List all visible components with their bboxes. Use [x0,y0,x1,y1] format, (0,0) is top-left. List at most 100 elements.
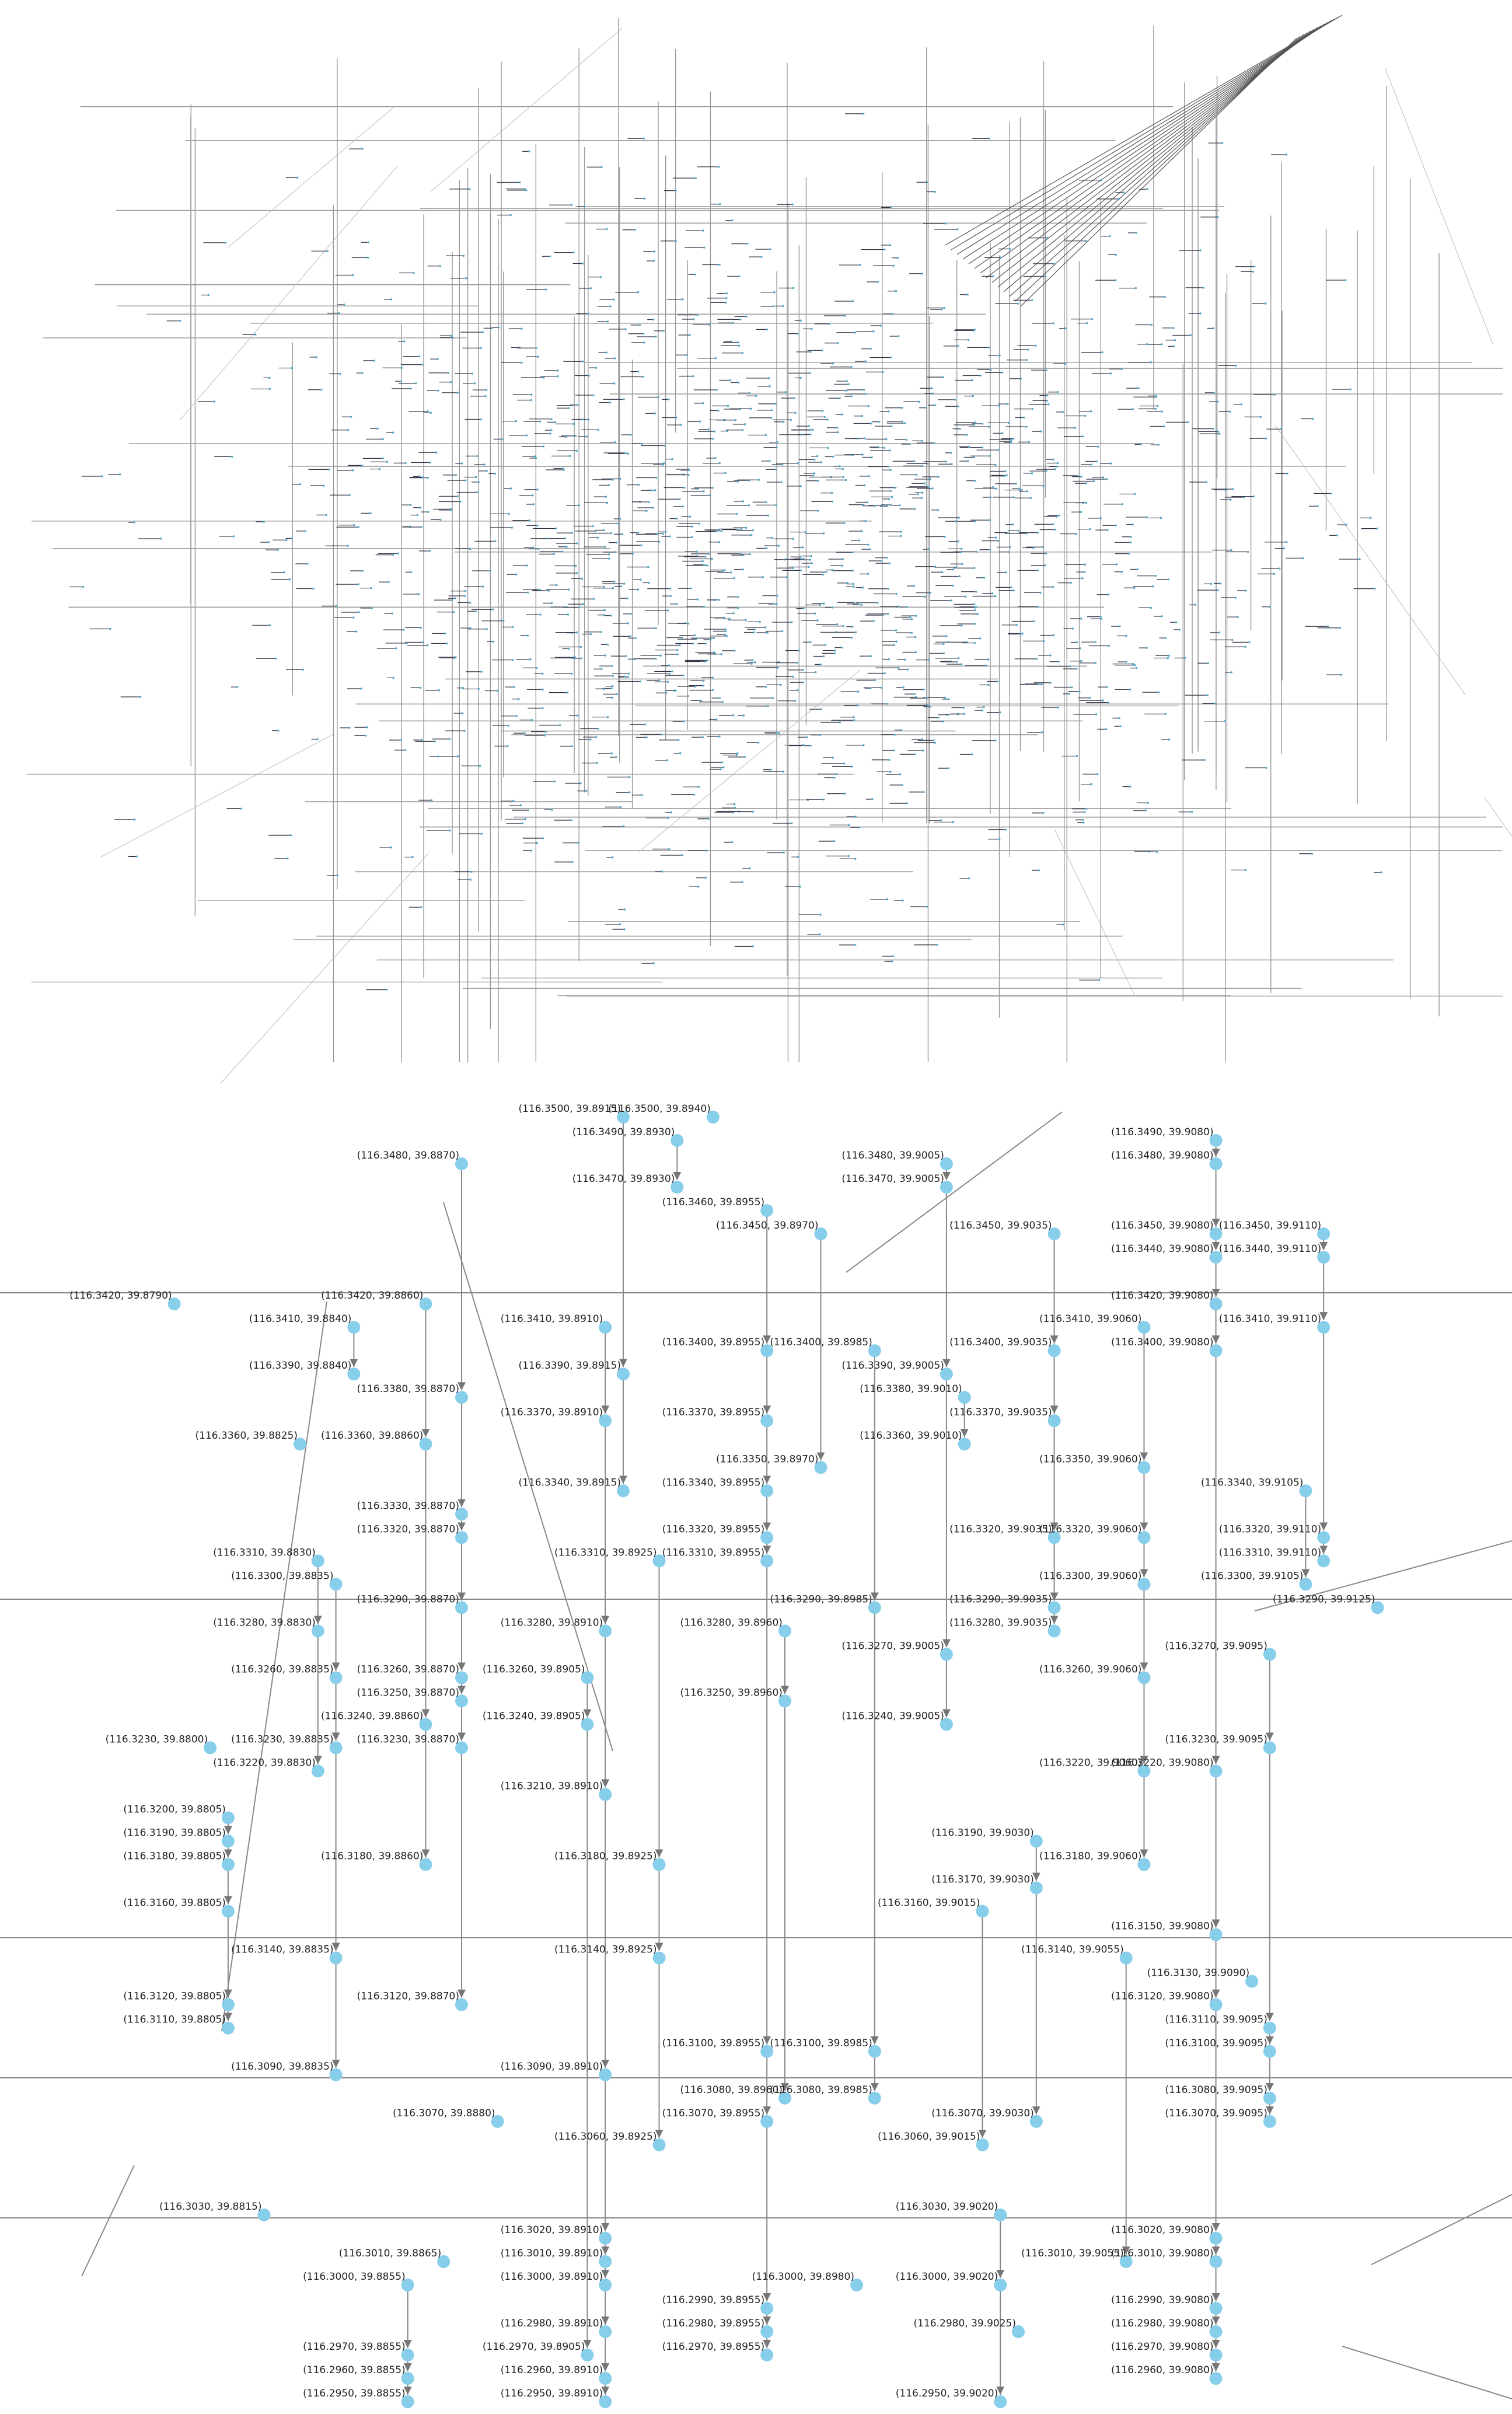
overview-node [637,370,640,373]
overview-node [825,571,827,573]
overview-node [557,375,559,378]
overview-node [989,548,991,551]
overview-node [570,819,572,822]
overview-node [809,433,812,436]
overview-node [647,566,650,568]
overview-node [639,680,641,683]
overview-node [400,739,402,741]
overview-node [404,462,407,465]
overview-node [887,613,889,615]
overview-node [1000,256,1002,259]
overview-node [692,642,694,645]
overview-node [1120,368,1123,370]
overview-node [797,462,799,465]
overview-node [1221,142,1224,144]
overview-node [392,431,394,434]
overview-node [794,699,797,702]
node [1263,2091,1276,2105]
overview-node [822,532,825,535]
overview-node [923,791,925,793]
overview-node [808,566,810,568]
overview-node [832,455,834,458]
overview-node [1046,236,1049,239]
overview-node [464,479,467,482]
overview-node [742,500,744,503]
overview-node [1042,484,1045,487]
node [455,1998,468,2011]
overview-node [853,601,855,604]
node [599,2231,612,2245]
overview-node [1168,738,1171,741]
overview-node [944,535,946,538]
overview-node [754,661,757,664]
overview-node [525,434,528,437]
overview-node [799,485,802,487]
overview-node [690,587,692,590]
node [1137,1671,1151,1684]
overview-node [733,577,735,580]
overview-node [109,627,111,630]
overview-node [542,445,545,448]
overview-node [665,692,668,695]
overview-node [624,328,627,330]
overview-node [1110,462,1113,465]
overview-node [714,457,717,459]
overview-node [611,696,614,699]
overview-node [841,468,844,470]
overview-node [610,752,613,755]
overview-node [994,595,997,598]
node [1299,1578,1312,1591]
overview-graph [26,15,1512,1083]
overview-node [694,634,696,637]
overview-node [459,500,462,503]
overview-node [926,181,929,184]
overview-node [370,587,372,589]
overview-node [1229,498,1232,501]
node-label: (116.3010, 39.9055) [1021,2248,1124,2259]
overview-node [1106,529,1109,531]
overview-node [474,476,477,479]
node [778,2091,791,2105]
overview-node [732,612,735,615]
node-label: (116.3220, 39.8830) [213,1757,316,1769]
overview-node [449,381,452,383]
overview-node [564,537,567,540]
overview-node [207,294,209,296]
overview-node [820,461,823,463]
overview-node [603,688,605,690]
overview-node [851,551,854,554]
overview-node [268,376,271,379]
overview-node [1094,662,1097,664]
overview-node [470,870,473,873]
overview-node [702,229,704,232]
node-label: (116.3340, 39.8955) [662,1477,765,1488]
overview-node [135,855,138,858]
overview-node [850,365,853,368]
overview-node [732,714,735,717]
node-label: (116.3280, 39.8910) [501,1617,603,1628]
overview-node [1057,660,1060,663]
overview-node [780,481,783,483]
overview-node [254,333,257,336]
edge [221,1301,327,2032]
overview-node [1078,690,1081,693]
overview-node [983,577,986,579]
overview-node [1056,390,1059,393]
node [1029,1881,1043,1895]
overview-node [391,612,393,615]
node-label: (116.3110, 39.9095) [1165,2014,1267,2026]
overview-node [289,834,292,836]
overview-node [784,391,787,393]
overview-node [1178,629,1181,631]
overview-node [492,608,494,611]
overview-node [652,507,655,509]
node-label: (116.3090, 39.8835) [231,2061,334,2073]
node-label: (116.2970, 39.9080) [1111,2341,1214,2353]
overview-node [348,727,351,729]
overview-node [1265,437,1267,440]
overview-node [1080,475,1083,478]
overview-node [1369,517,1372,519]
overview-node [968,877,970,880]
overview-node [666,759,669,762]
overview-node [418,355,421,358]
